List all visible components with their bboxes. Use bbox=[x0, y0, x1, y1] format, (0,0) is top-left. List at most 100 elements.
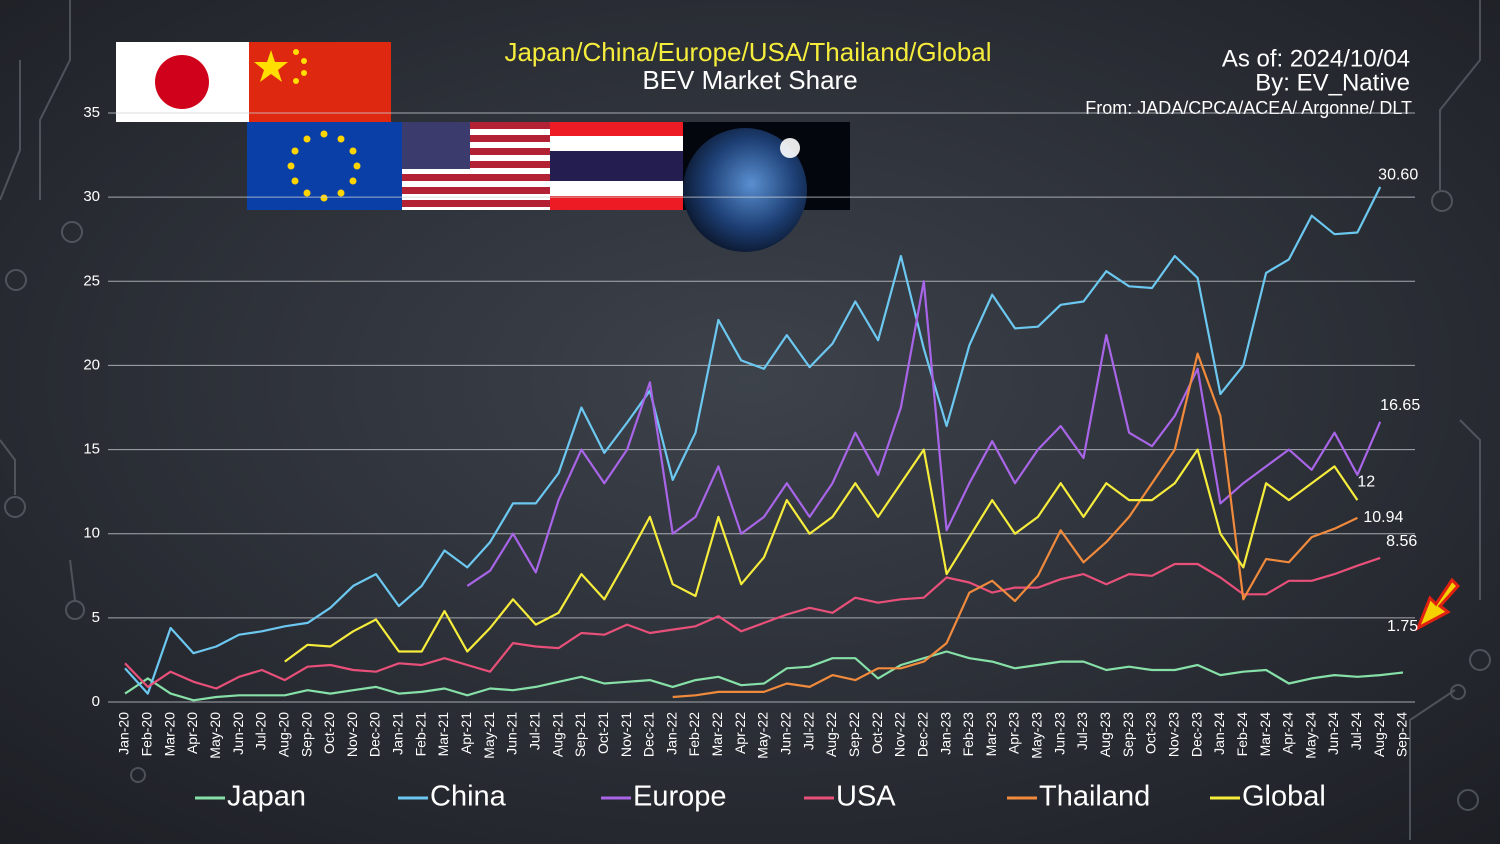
x-tick-label: Aug-24 bbox=[1371, 712, 1387, 757]
x-tick-label: Jun-20 bbox=[230, 712, 246, 755]
x-tick-label: Aug-22 bbox=[823, 712, 839, 757]
x-tick-label: Oct-23 bbox=[1143, 712, 1159, 754]
x-tick-label: Dec-22 bbox=[914, 712, 930, 757]
x-tick-label: Feb-22 bbox=[686, 712, 702, 757]
x-tick-label: May-23 bbox=[1029, 712, 1045, 759]
x-tick-label: Aug-20 bbox=[275, 712, 291, 757]
x-tick-label: May-22 bbox=[755, 712, 771, 759]
x-tick-label: Apr-21 bbox=[458, 712, 474, 754]
flag-china-small-stars bbox=[293, 49, 307, 84]
x-tick-label: Aug-21 bbox=[549, 712, 565, 757]
x-tick-label: Aug-23 bbox=[1097, 712, 1113, 757]
y-tick-label: 35 bbox=[83, 104, 100, 121]
author-note: By: EV_Native bbox=[1255, 69, 1410, 96]
flag-japan-disc bbox=[155, 55, 209, 109]
y-tick-label: 15 bbox=[83, 441, 100, 458]
x-tick-label: Sep-23 bbox=[1120, 712, 1136, 757]
x-tick-label: Jan-22 bbox=[663, 712, 679, 755]
chart-title: Japan/China/Europe/USA/Thailand/Global bbox=[504, 37, 991, 67]
x-tick-label: Feb-21 bbox=[412, 712, 428, 757]
x-tick-label: May-20 bbox=[207, 712, 223, 759]
legend-label: Japan bbox=[227, 781, 306, 813]
x-tick-label: May-24 bbox=[1302, 712, 1318, 759]
x-tick-label: Jul-23 bbox=[1074, 712, 1090, 750]
series-line bbox=[284, 448, 1359, 663]
flag-thailand bbox=[550, 122, 683, 210]
flag-eu-stars bbox=[287, 130, 361, 202]
y-tick-label: 30 bbox=[83, 188, 100, 205]
series-line bbox=[124, 650, 1404, 702]
x-tick-label: Nov-21 bbox=[618, 712, 634, 757]
x-tick-label: Dec-23 bbox=[1188, 712, 1204, 757]
x-tick-label: May-21 bbox=[481, 712, 497, 759]
x-tick-label: Sep-21 bbox=[572, 712, 588, 757]
x-tick-label: Mar-20 bbox=[161, 712, 177, 757]
x-tick-label: Oct-20 bbox=[321, 712, 337, 754]
x-tick-label: Mar-23 bbox=[983, 712, 999, 757]
x-tick-label: Nov-20 bbox=[344, 712, 360, 757]
x-tick-label: Jul-24 bbox=[1348, 712, 1364, 750]
x-tick-label: Jun-21 bbox=[504, 712, 520, 755]
x-tick-label: Feb-23 bbox=[960, 712, 976, 757]
end-value-label: 1.75 bbox=[1387, 618, 1418, 635]
arrow-annotation bbox=[1415, 577, 1461, 632]
x-tick-label: Jul-22 bbox=[800, 712, 816, 750]
x-tick-label: Oct-21 bbox=[595, 712, 611, 754]
line-layer: 1.75 30.60 16.65 8.56 10.94 12 Japan China Europ… bbox=[124, 166, 1420, 813]
end-value-label: 16.65 bbox=[1380, 397, 1420, 414]
earth-image bbox=[683, 122, 850, 252]
legend-label: Europe bbox=[633, 781, 727, 813]
x-tick-label: Nov-23 bbox=[1165, 712, 1181, 757]
x-tick-label: Apr-23 bbox=[1006, 712, 1022, 754]
y-tick-label: 25 bbox=[83, 272, 100, 289]
flag-usa bbox=[402, 122, 550, 210]
y-tick-label: 0 bbox=[92, 693, 100, 710]
x-tick-label: Jun-22 bbox=[778, 712, 794, 755]
x-tick-label: Apr-22 bbox=[732, 712, 748, 754]
x-tick-label: Jun-24 bbox=[1325, 712, 1341, 755]
end-value-label: 12 bbox=[1357, 473, 1375, 490]
as-of-note: As of: 2024/10/04 bbox=[1222, 45, 1410, 72]
x-tick-label: Nov-22 bbox=[892, 712, 908, 757]
x-tick-label: Dec-21 bbox=[641, 712, 657, 757]
x-tick-label: Jun-23 bbox=[1051, 712, 1067, 755]
legend-label: China bbox=[430, 781, 507, 813]
x-tick-label: Sep-24 bbox=[1394, 712, 1410, 757]
legend-label: Global bbox=[1242, 781, 1326, 813]
x-tick-label: Jan-20 bbox=[116, 712, 132, 755]
y-tick-label: 20 bbox=[83, 356, 100, 373]
series-line bbox=[466, 280, 1382, 587]
x-tick-label: Jul-21 bbox=[526, 712, 542, 750]
legend-label: Thailand bbox=[1039, 781, 1150, 813]
series-line bbox=[124, 556, 1381, 690]
x-tick-label: Feb-24 bbox=[1234, 712, 1250, 757]
chart-subtitle: BEV Market Share bbox=[642, 65, 857, 95]
x-tick-label: Sep-22 bbox=[846, 712, 862, 757]
x-tick-label: Jan-23 bbox=[937, 712, 953, 755]
end-value-label: 10.94 bbox=[1363, 509, 1403, 526]
legend-label: USA bbox=[836, 781, 896, 813]
x-tick-label: Oct-22 bbox=[869, 712, 885, 754]
x-tick-label: Apr-24 bbox=[1280, 712, 1296, 754]
x-tick-label: Mar-24 bbox=[1257, 712, 1273, 757]
flag-china-star bbox=[254, 50, 288, 82]
y-tick-label: 10 bbox=[83, 525, 100, 542]
series-line bbox=[124, 186, 1382, 695]
x-tick-label: Dec-20 bbox=[367, 712, 383, 757]
grid-layer: 0 5 10 15 20 25 30 35 Jan-20 Feb-20 Mar-20 Apr-20 Ma… bbox=[83, 104, 1415, 759]
x-tick-label: Apr-20 bbox=[184, 712, 200, 754]
source-note: From: JADA/CPCA/ACEA/ Argonne/ DLT bbox=[1085, 98, 1412, 118]
x-tick-label: Jan-21 bbox=[390, 712, 406, 755]
end-value-label: 8.56 bbox=[1386, 533, 1417, 550]
x-tick-label: Mar-21 bbox=[435, 712, 451, 757]
y-tick-label: 5 bbox=[92, 609, 100, 626]
x-tick-label: Sep-20 bbox=[298, 712, 314, 757]
x-tick-label: Jul-20 bbox=[253, 712, 269, 750]
end-value-label: 30.60 bbox=[1378, 166, 1418, 183]
x-tick-label: Feb-20 bbox=[139, 712, 155, 757]
flags bbox=[116, 42, 850, 252]
x-tick-label: Mar-22 bbox=[709, 712, 725, 757]
